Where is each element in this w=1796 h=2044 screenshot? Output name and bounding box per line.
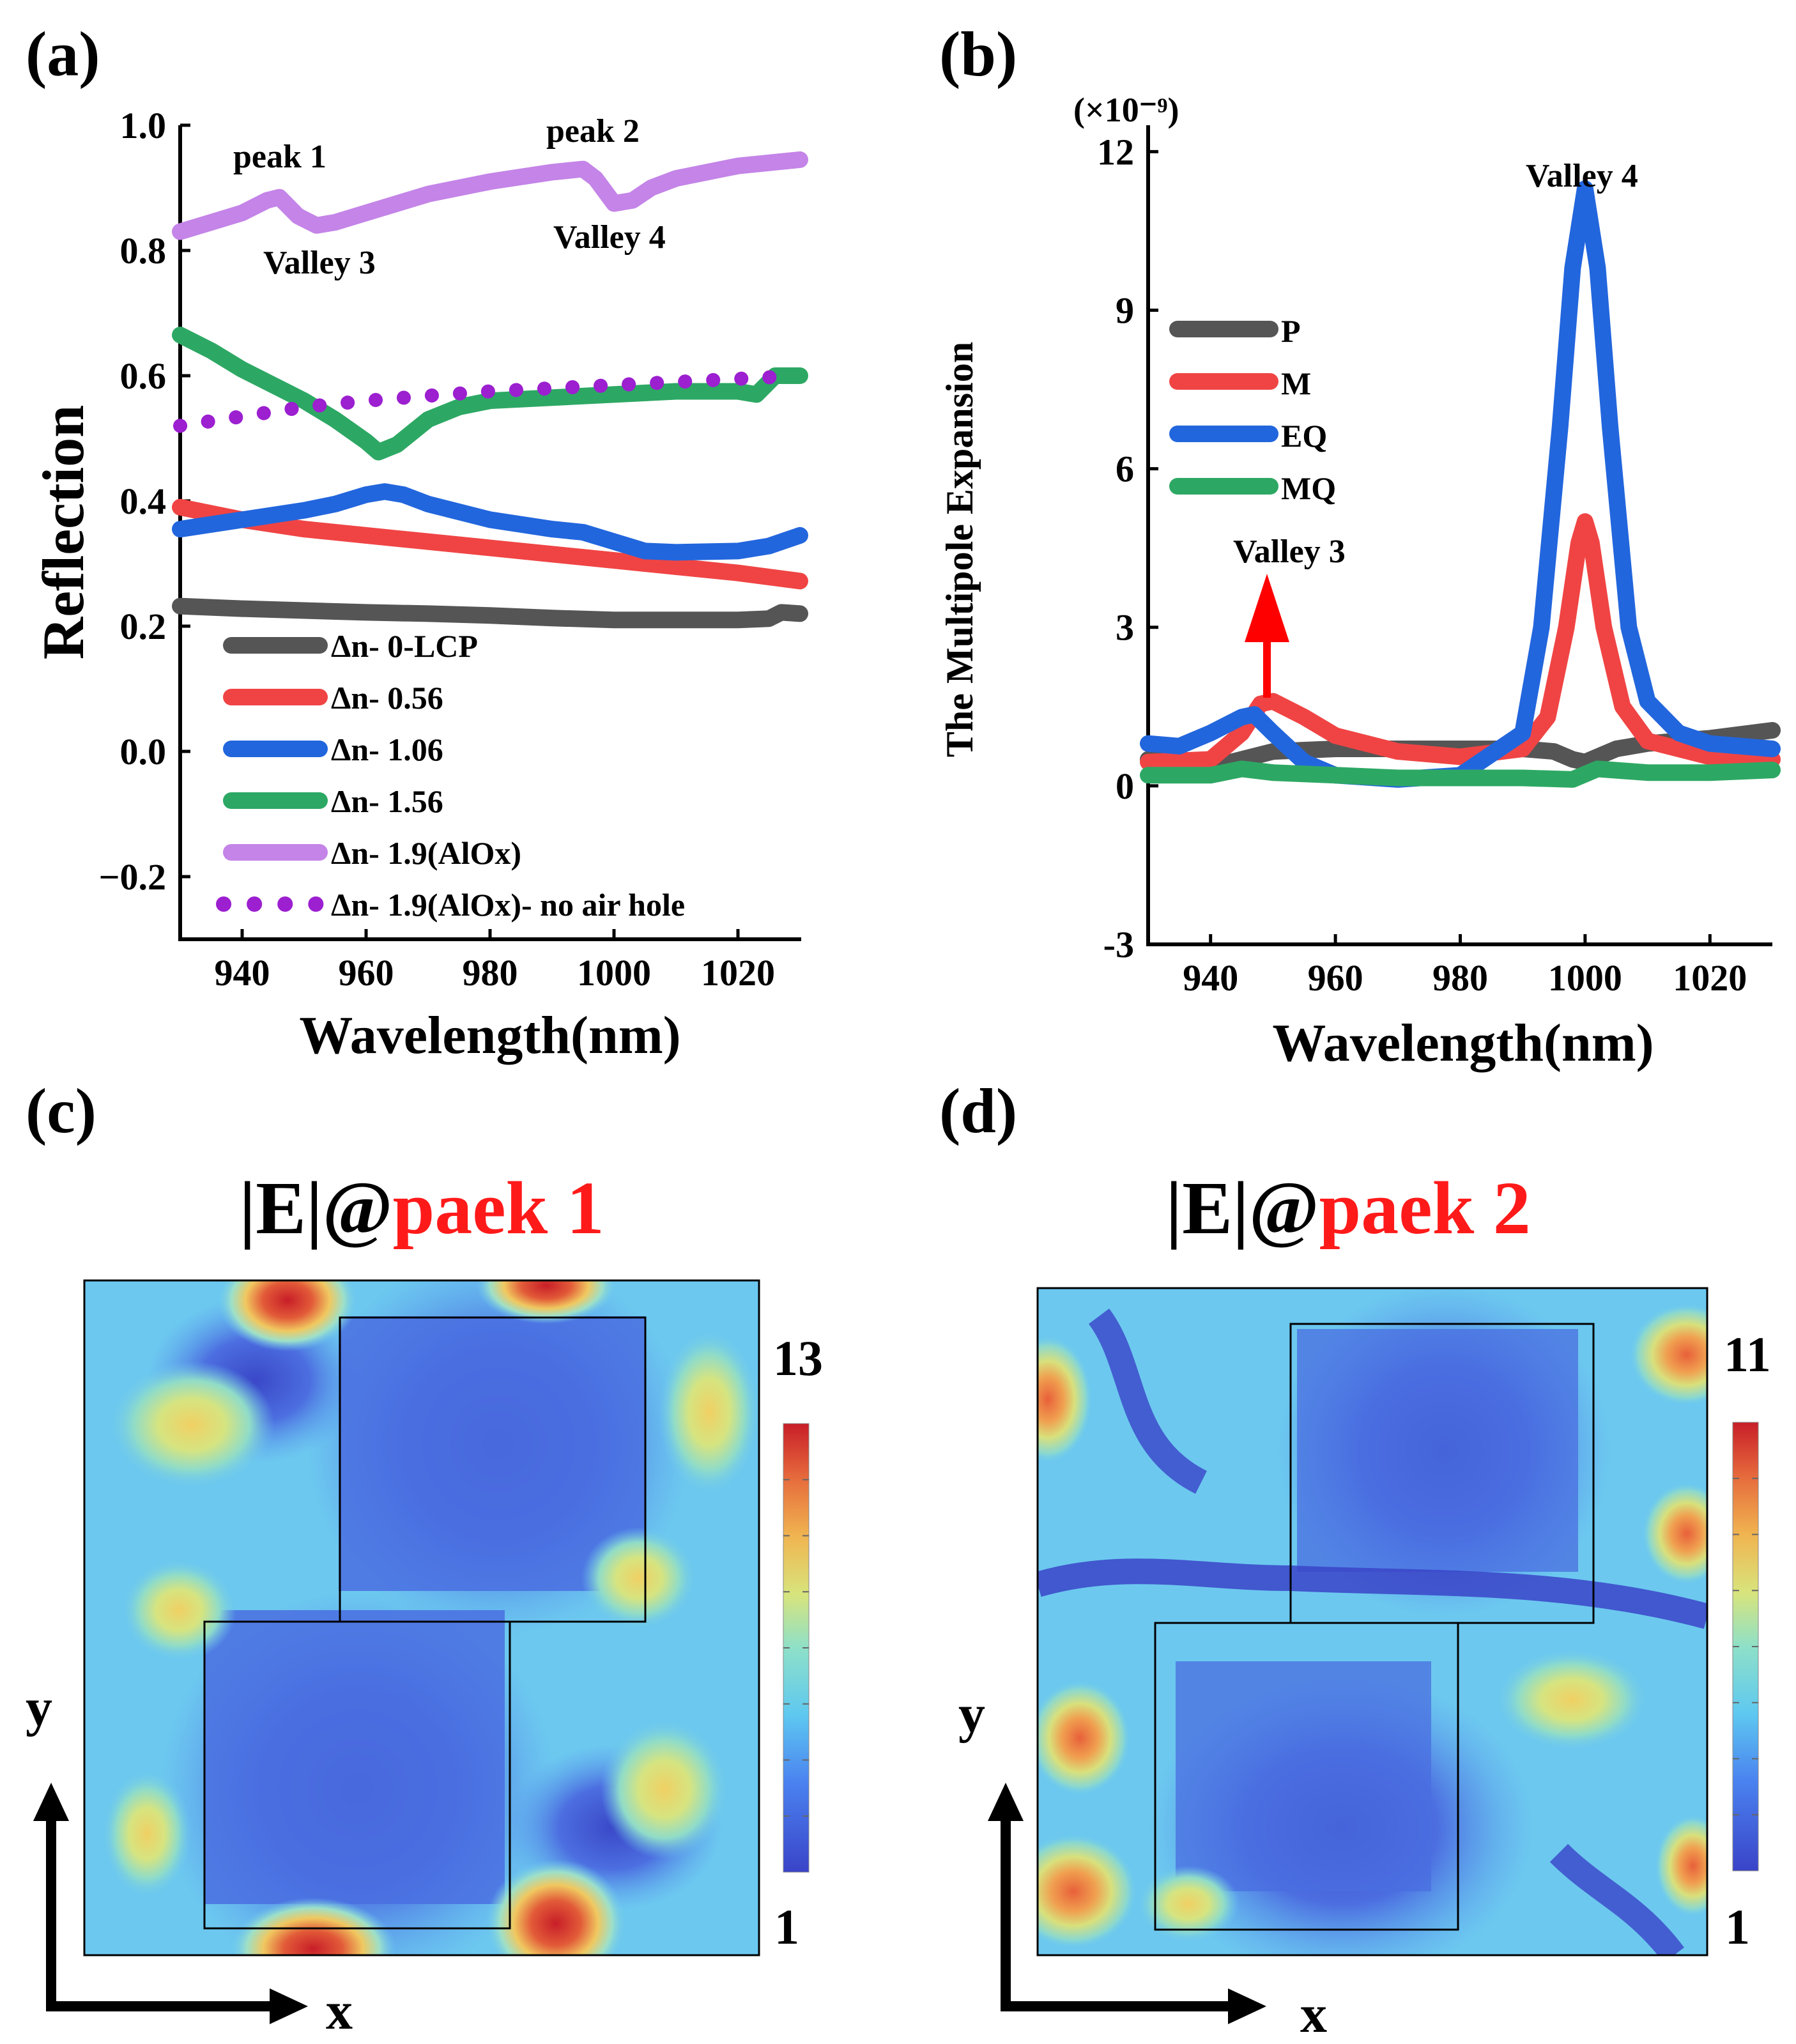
plot-a-ylabel: Reflection xyxy=(31,405,96,660)
series-line-2 xyxy=(172,483,808,561)
y-arrow-icon xyxy=(33,1783,69,1821)
legend-label: P xyxy=(1281,313,1301,349)
y-tick-label: 0.4 xyxy=(120,480,167,522)
plot-b-xlabel: Wavelength(nm) xyxy=(1272,1013,1654,1073)
y-tick-label: 0.2 xyxy=(120,606,167,647)
heatmap-c xyxy=(83,1279,760,1956)
heatmap-c-structure-bottom xyxy=(203,1620,511,1930)
panel-label-c: (c) xyxy=(26,1075,96,1146)
heatmap-c-title-prefix: |E|@ xyxy=(239,1166,392,1250)
heatmap-c-title: |E|@paek 1 xyxy=(239,1166,604,1250)
x-tick-label: 980 xyxy=(1432,957,1488,999)
y-tick-label: 0.6 xyxy=(120,355,167,397)
colorbar-d-max: 11 xyxy=(1724,1326,1771,1382)
legend-label: Δn- 0.56 xyxy=(331,680,443,716)
colorbar-c-max: 13 xyxy=(773,1330,823,1386)
axis-y-label-c: y xyxy=(26,1678,52,1737)
legend-label: Δn- 1.9(AlOx)- no air hole xyxy=(331,887,685,923)
plot-a-legend: Δn- 0-LCP Δn- 0.56 Δn- 1.06 Δn- 1.56 Δn- 1.9… xyxy=(216,628,685,923)
heatmap-d-title-prefix: |E|@ xyxy=(1165,1166,1319,1250)
legend-label: M xyxy=(1281,365,1311,401)
x-tick-label: 980 xyxy=(463,952,518,994)
annotation-peak-1: peak 1 xyxy=(233,139,326,175)
annotation-valley-4-b: Valley 4 xyxy=(1526,158,1638,194)
y-tick-label: 3 xyxy=(1116,607,1134,649)
y-tick-label: 1.0 xyxy=(120,105,167,146)
x-tick-label: 1000 xyxy=(577,952,651,994)
y-tick-label: −0.2 xyxy=(98,856,166,898)
legend-label: Δn- 1.56 xyxy=(331,783,443,819)
x-tick-label: 940 xyxy=(215,952,270,994)
colorbar-c: 13 1 xyxy=(773,1330,823,1955)
axes-arrows-c: y x xyxy=(26,1678,353,2041)
plot-a: 940 960 980 1000 1020 −0.2 0.0 0.2 0.4 0.6 0.8 1.0 xyxy=(98,105,808,994)
x-tick-label: 1020 xyxy=(701,952,775,994)
x-arrow-icon xyxy=(1228,1988,1266,2024)
axis-x-label-c: x xyxy=(326,1981,353,2041)
legend-label: Δn- 1.9(AlOx) xyxy=(331,835,521,871)
x-tick-label: 960 xyxy=(1308,957,1363,999)
series-line-0 xyxy=(172,597,808,629)
annotation-valley-3-b: Valley 3 xyxy=(1233,534,1346,570)
legend-label: Δn- 0-LCP xyxy=(331,628,478,664)
x-tick-label: 1000 xyxy=(1548,957,1622,999)
series-line-5 xyxy=(173,370,783,433)
x-tick-label: 1020 xyxy=(1673,957,1747,999)
plot-a-annotations: peak 1 peak 2 Valley 3 Valley 4 xyxy=(233,113,666,281)
legend-label: EQ xyxy=(1281,418,1327,454)
y-tick-label: 0.8 xyxy=(120,230,167,272)
heatmap-c-title-highlight: paek 1 xyxy=(393,1166,604,1250)
series-line-1 xyxy=(1140,513,1781,771)
heatmap-d-structure-bottom xyxy=(1154,1622,1459,1931)
axis-y-label-d: y xyxy=(958,1684,985,1744)
plot-a-xlabel: Wavelength(nm) xyxy=(299,1006,680,1065)
series-line-3 xyxy=(1140,760,1781,788)
panel-label-d: (d) xyxy=(939,1075,1017,1146)
y-arrow-icon xyxy=(988,1783,1024,1821)
series-line-4 xyxy=(172,151,808,240)
y-tick-label: 12 xyxy=(1097,131,1134,173)
legend-label: MQ xyxy=(1281,470,1336,506)
axis-x-label-d: x xyxy=(1300,1985,1327,2044)
annotation-valley-3: Valley 3 xyxy=(263,245,376,281)
plot-b-ylabel: The Multipole Expansion xyxy=(939,342,981,757)
series-line-2 xyxy=(1140,180,1781,788)
y-tick-label: 9 xyxy=(1116,289,1134,331)
y-tick-label: -3 xyxy=(1103,924,1134,965)
plot-b: 940 960 980 1000 1020 -3 0 3 6 9 12 xyxy=(1097,125,1781,999)
heatmap-d xyxy=(1036,1287,1708,1956)
x-tick-label: 940 xyxy=(1183,957,1238,999)
colorbar-d: 11 1 xyxy=(1724,1326,1771,1955)
colorbar-c-min: 1 xyxy=(774,1899,799,1955)
y-tick-label: 0.0 xyxy=(120,731,167,772)
annotation-peak-2: peak 2 xyxy=(546,113,640,150)
legend-label: Δn- 1.06 xyxy=(331,732,443,767)
heatmap-d-title-highlight: paek 2 xyxy=(1319,1166,1531,1250)
heatmap-d-title: |E|@paek 2 xyxy=(1165,1166,1531,1250)
series-line-3 xyxy=(172,327,808,461)
plot-b-legend: PM EQ MQ xyxy=(1169,313,1336,506)
panel-label-b: (b) xyxy=(939,19,1017,89)
plot-b-scale-label: (×10⁻⁹) xyxy=(1073,91,1179,129)
colorbar-d-min: 1 xyxy=(1725,1899,1750,1955)
y-tick-label: 6 xyxy=(1116,449,1134,490)
x-tick-label: 960 xyxy=(339,952,394,994)
plot-b-annotations: Valley 3 Valley 4 xyxy=(1233,158,1638,698)
annotation-valley-4: Valley 4 xyxy=(553,219,666,256)
x-arrow-icon xyxy=(270,1988,308,2024)
series-line-1 xyxy=(172,498,808,590)
valley-3-arrow-icon xyxy=(1245,574,1289,698)
y-tick-label: 0 xyxy=(1116,765,1134,807)
axes-arrows-d: y x xyxy=(958,1684,1327,2044)
panel-label-a: (a) xyxy=(26,19,100,89)
